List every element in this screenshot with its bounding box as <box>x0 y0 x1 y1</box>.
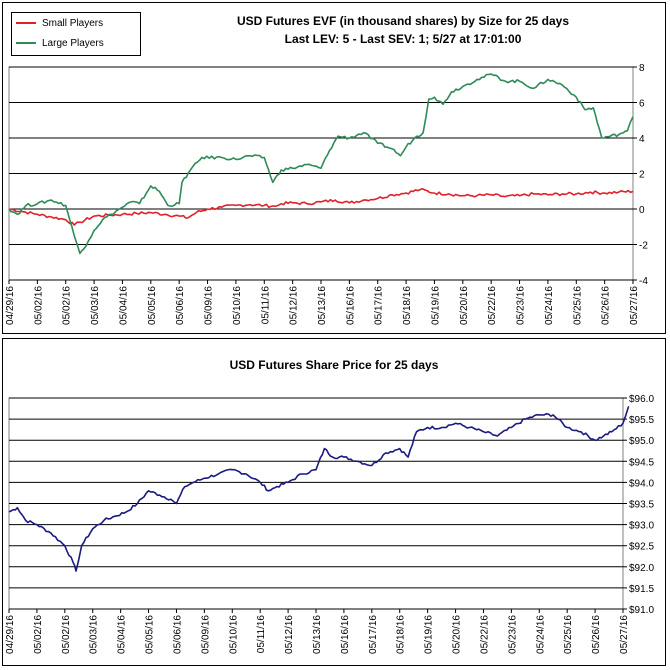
price-x-tick-label: 05/16/16 <box>340 615 351 654</box>
evf-line-small-players <box>8 188 634 226</box>
price-x-tick-label: 05/27/16 <box>619 615 630 654</box>
price-y-tick-label: $91.5 <box>629 584 654 595</box>
price-y-tick-label: $92.5 <box>629 542 654 553</box>
evf-chart-title: USD Futures EVF (in thousand shares) by … <box>236 14 570 28</box>
price-x-tick-label: 05/09/16 <box>200 615 211 654</box>
price-x-tick-label: 05/06/16 <box>172 615 183 654</box>
price-x-tick-label: 05/12/16 <box>284 615 295 654</box>
price-x-tick-label: 05/03/16 <box>89 615 100 654</box>
price-line-share-price <box>8 406 630 572</box>
price-y-tick-label: $95.5 <box>629 415 654 426</box>
evf-x-tick-label: 05/26/16 <box>601 286 612 325</box>
legend: Small Players Large Players <box>11 12 141 56</box>
price-x-tick-label: 05/02/16 <box>61 615 72 654</box>
price-x-tick-label: 05/10/16 <box>228 615 239 654</box>
price-y-tick-label: $93.0 <box>629 521 654 532</box>
evf-y-tick-label: -2 <box>639 241 648 252</box>
evf-y-tick-label: 6 <box>639 99 645 110</box>
evf-x-tick-label: 05/10/16 <box>232 286 243 325</box>
price-x-tick-label: 05/17/16 <box>368 615 379 654</box>
evf-x-tick-label: 05/18/16 <box>402 286 413 325</box>
price-x-tick-label: 05/05/16 <box>145 615 156 654</box>
evf-x-tick-label: 05/24/16 <box>544 286 555 325</box>
legend-item-small-players: Small Players <box>16 17 103 31</box>
price-x-tick-label: 04/29/16 <box>5 615 16 654</box>
price-y-tick-label: $92.0 <box>629 563 654 574</box>
price-x-tick-label: 05/19/16 <box>424 615 435 654</box>
evf-x-tick-label: 05/27/16 <box>629 286 640 325</box>
price-chart-plot: $96.0 $95.5 $95.0 $94.5 $94.0 $93.5 $93.0 $92.5… <box>5 394 654 654</box>
legend-label-small-players: Small Players <box>42 18 104 29</box>
evf-y-tick-label: -4 <box>639 276 648 287</box>
evf-x-tick-label: 05/17/16 <box>374 286 385 325</box>
evf-x-tick-label: 04/29/16 <box>5 286 16 325</box>
price-y-tick-label: $94.5 <box>629 457 654 468</box>
evf-x-tick-label: 05/02/16 <box>62 286 73 325</box>
price-chart-title: USD Futures Share Price for 25 days <box>229 358 439 372</box>
price-x-tick-label: 05/02/16 <box>33 615 44 654</box>
price-x-tick-label: 05/04/16 <box>117 615 128 654</box>
evf-chart-plot: 8 6 4 2 0 -2 -4 04/29/16 05/02/16 05/02/16 05/03/1… <box>5 63 648 325</box>
price-x-tick-label: 05/18/16 <box>396 615 407 654</box>
evf-x-tick-label: 05/09/16 <box>204 286 215 325</box>
evf-chart-panel: Small Players Large Players USD Futures … <box>2 2 666 334</box>
price-y-tick-label: $96.0 <box>629 394 654 405</box>
price-chart-panel: USD Futures Share Price for 25 days $96.… <box>2 338 666 666</box>
evf-x-tick-label: 05/23/16 <box>516 286 527 325</box>
evf-chart-subtitle: Last LEV: 5 - Last SEV: 1; 5/27 at 17:01… <box>284 32 522 46</box>
price-y-tick-label: $94.0 <box>629 478 654 489</box>
legend-item-large-players: Large Players <box>16 37 104 51</box>
evf-x-tick-label: 05/11/16 <box>260 286 271 325</box>
evf-line-large-players <box>8 73 634 255</box>
evf-y-tick-label: 4 <box>639 134 645 145</box>
price-x-tick-label: 05/22/16 <box>479 615 490 654</box>
evf-x-tick-label: 05/06/16 <box>175 286 186 325</box>
price-x-tick-label: 05/26/16 <box>591 615 602 654</box>
evf-x-tick-label: 05/02/16 <box>33 286 44 325</box>
price-x-tick-label: 05/13/16 <box>312 615 323 654</box>
price-x-tick-label: 05/24/16 <box>535 615 546 654</box>
legend-swatch-large-players <box>16 42 36 45</box>
evf-x-tick-label: 05/13/16 <box>317 286 328 325</box>
price-x-tick-label: 05/11/16 <box>256 615 267 654</box>
price-x-tick-label: 05/23/16 <box>507 615 518 654</box>
evf-x-tick-label: 05/25/16 <box>572 286 583 325</box>
price-y-tick-label: $95.0 <box>629 436 654 447</box>
evf-x-tick-label: 05/12/16 <box>289 286 300 325</box>
evf-x-tick-label: 05/04/16 <box>118 286 129 325</box>
evf-y-tick-label: 0 <box>639 205 645 216</box>
price-y-tick-label: $91.0 <box>629 605 654 616</box>
legend-swatch-small-players <box>16 22 36 25</box>
evf-y-tick-label: 8 <box>639 63 645 74</box>
evf-x-tick-label: 05/16/16 <box>345 286 356 325</box>
price-x-tick-label: 05/25/16 <box>563 615 574 654</box>
evf-x-tick-label: 05/22/16 <box>487 286 498 325</box>
price-y-tick-label: $93.5 <box>629 500 654 511</box>
evf-x-tick-label: 05/20/16 <box>459 286 470 325</box>
evf-x-tick-label: 05/05/16 <box>147 286 158 325</box>
evf-x-tick-label: 05/03/16 <box>90 286 101 325</box>
legend-label-large-players: Large Players <box>42 38 104 49</box>
evf-y-tick-label: 2 <box>639 170 645 181</box>
price-x-tick-label: 05/20/16 <box>452 615 463 654</box>
evf-x-tick-label: 05/19/16 <box>430 286 441 325</box>
